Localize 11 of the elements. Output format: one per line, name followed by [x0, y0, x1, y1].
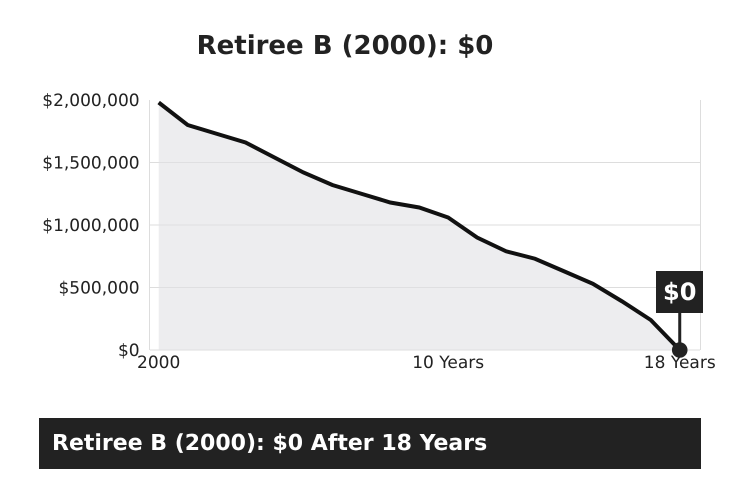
chart-title: Retiree B (2000): $0 — [196, 31, 494, 62]
text: Retiree B (2000): $0 After 18 Years — [52, 431, 488, 456]
y-tick-label: $2,000,000 — [42, 90, 140, 111]
y-tick-label: $1,000,000 — [42, 216, 140, 236]
y-tick-label: $1,500,000 — [42, 153, 140, 174]
x-tick-label: 18 Years — [644, 353, 716, 373]
y-tick-label: $0 — [118, 340, 140, 361]
x-tick-label: 2000 — [137, 353, 180, 373]
annotation: $0 — [663, 278, 696, 306]
x-tick-label: 10 Years — [412, 353, 484, 373]
y-tick-label: $500,000 — [58, 278, 140, 298]
